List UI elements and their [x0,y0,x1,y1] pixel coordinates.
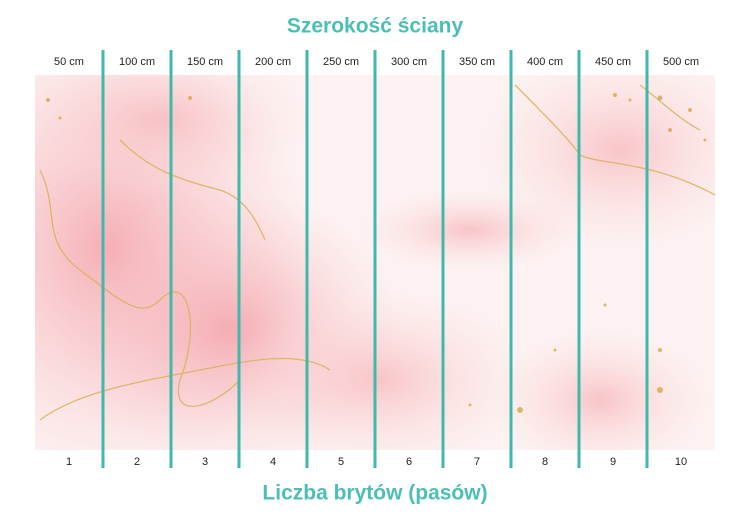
strip-number: 5 [338,456,344,468]
wallpaper-background [35,75,715,450]
strip-number: 7 [474,456,480,468]
width-label: 350 cm [459,56,495,68]
strip-number: 2 [134,456,140,468]
strip-number: 3 [202,456,208,468]
width-label: 150 cm [187,56,223,68]
width-label: 500 cm [663,56,699,68]
width-label: 450 cm [595,56,631,68]
width-label: 200 cm [255,56,291,68]
width-label: 400 cm [527,56,563,68]
width-label: 100 cm [119,56,155,68]
title: Szerokość ściany [287,15,464,38]
strip-number: 4 [270,456,276,468]
strip-number: 1 [66,456,72,468]
width-label: 50 cm [54,56,84,68]
strip-number: 8 [542,456,548,468]
footer-title: Liczba brytów (pasów) [262,482,487,505]
strip-number: 6 [406,456,412,468]
strip-number: 10 [675,456,687,468]
width-label: 250 cm [323,56,359,68]
strip-grid: 50 cm 100 cm 150 cm 200 cm 250 cm 300 cm 350 c… [54,50,699,468]
width-label: 300 cm [391,56,427,68]
strip-number: 9 [610,456,616,468]
